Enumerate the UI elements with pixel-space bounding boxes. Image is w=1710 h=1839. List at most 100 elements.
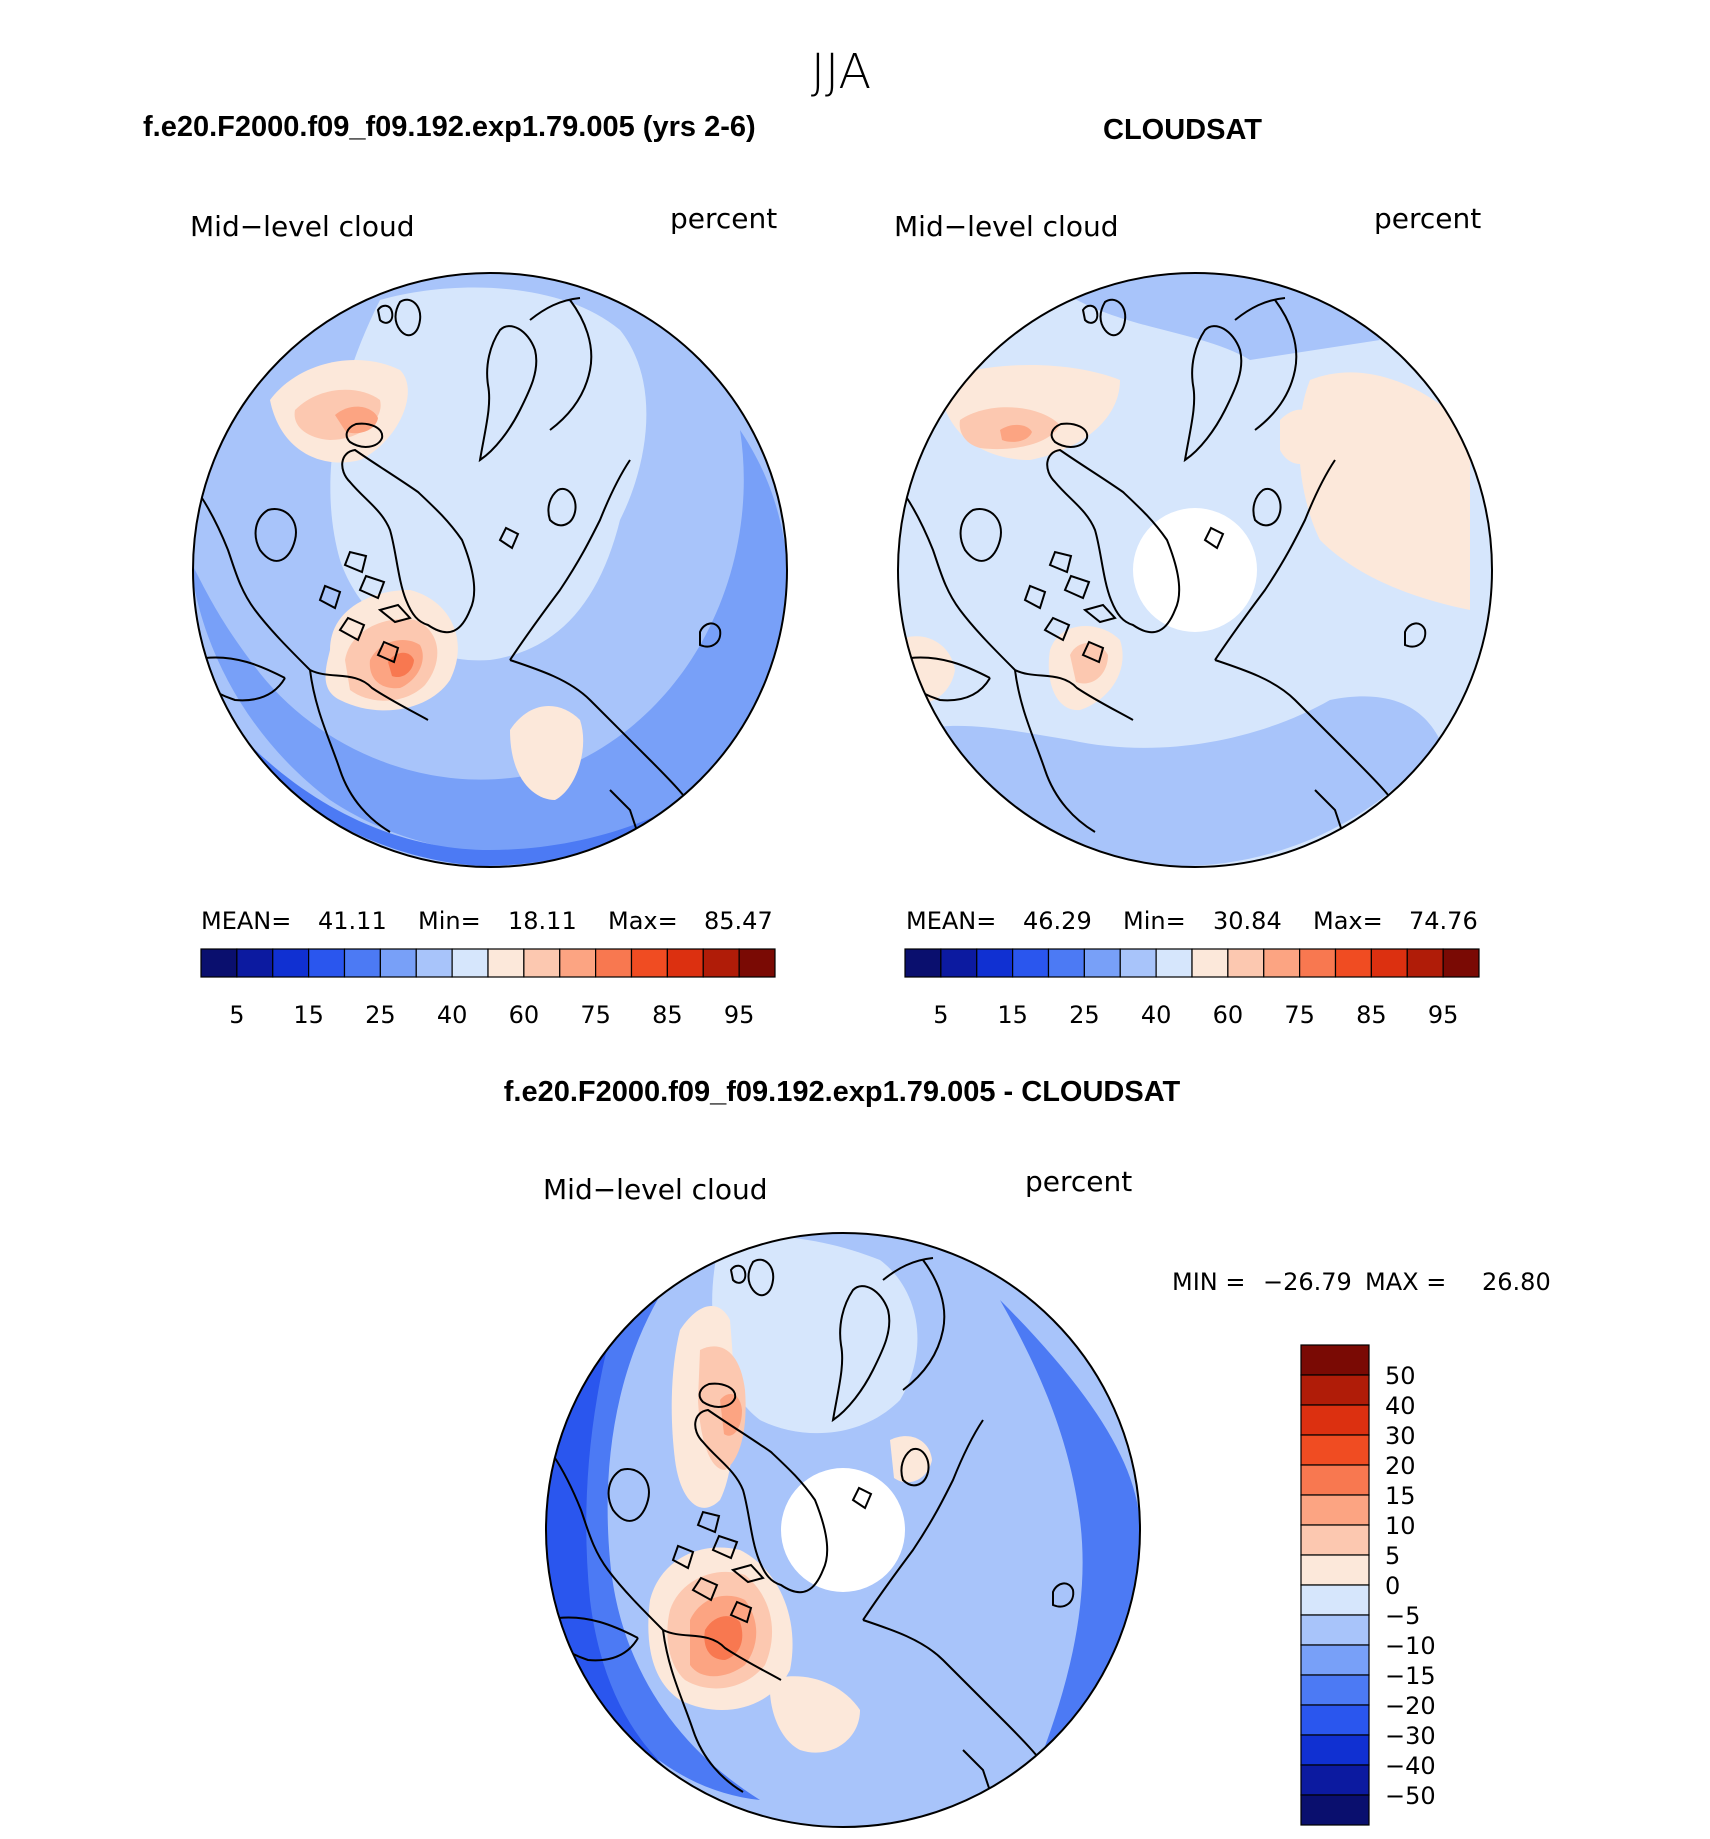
panel-obs-max-label: Max= bbox=[1313, 907, 1383, 935]
panel-obs: CLOUDSAT Mid−level cloud percent MEAN= 4… bbox=[894, 114, 1493, 1029]
colorbar-tick-label: 40 bbox=[1385, 1392, 1416, 1420]
contour-orange-arctic bbox=[720, 1394, 742, 1436]
panel-model-colorbar bbox=[200, 948, 776, 978]
panel-diff-map bbox=[546, 1233, 1140, 1827]
colorbar-tick-label: 85 bbox=[652, 1001, 683, 1029]
colorbar-tick-label: 20 bbox=[1385, 1452, 1416, 1480]
colorbar-swatch bbox=[1300, 1374, 1370, 1406]
colorbar-tick-label: 5 bbox=[229, 1001, 244, 1029]
panel-model-colorbar-labels: 5 15 25 40 60 75 85 95 bbox=[229, 1001, 754, 1029]
contour-red-orange-greenland bbox=[704, 1616, 743, 1660]
colorbar-tick-label: 15 bbox=[1385, 1482, 1416, 1510]
colorbar-tick-label: −30 bbox=[1385, 1722, 1436, 1750]
panel-obs-map-border bbox=[897, 272, 1493, 868]
panel-model-mean-label: MEAN= bbox=[201, 907, 291, 935]
colorbar-swatch bbox=[1300, 1674, 1370, 1706]
colorbar-swatch bbox=[1300, 1494, 1370, 1526]
polar-data-gap bbox=[1133, 508, 1257, 632]
colorbar-tick-label: 15 bbox=[997, 1001, 1028, 1029]
panel-obs-header: CLOUDSAT bbox=[1103, 114, 1262, 146]
contour-orange-north bbox=[335, 406, 378, 434]
panel-model-map-border bbox=[192, 272, 788, 868]
colorbar-tick-label: 30 bbox=[1385, 1422, 1416, 1450]
colorbar-swatch bbox=[1300, 1734, 1370, 1766]
colorbar-swatch bbox=[1334, 948, 1372, 978]
colorbar-swatch bbox=[940, 948, 978, 978]
colorbar-tick-label: −20 bbox=[1385, 1692, 1436, 1720]
colorbar-swatch bbox=[1227, 948, 1265, 978]
colorbar-swatch bbox=[904, 948, 942, 978]
colorbar-tick-label: 0 bbox=[1385, 1572, 1400, 1600]
panel-obs-min-value: 30.84 bbox=[1213, 907, 1282, 935]
panel-obs-min-label: Min= bbox=[1123, 907, 1186, 935]
panel-diff: f.e20.F2000.f09_f09.192.exp1.79.005 - CL… bbox=[504, 1076, 1551, 1828]
colorbar-tick-label: 5 bbox=[1385, 1542, 1400, 1570]
colorbar-tick-label: −15 bbox=[1385, 1662, 1436, 1690]
colorbar-tick-label: −10 bbox=[1385, 1632, 1436, 1660]
colorbar-swatch bbox=[1300, 1704, 1370, 1736]
colorbar-swatch bbox=[1300, 1644, 1370, 1676]
colorbar-swatch bbox=[1300, 1344, 1370, 1376]
colorbar-swatch bbox=[1442, 948, 1480, 978]
colorbar-swatch bbox=[738, 948, 776, 978]
panel-obs-max-value: 74.76 bbox=[1409, 907, 1478, 935]
colorbar-swatch bbox=[1012, 948, 1050, 978]
panel-diff-map-border bbox=[545, 1232, 1141, 1828]
colorbar-swatch bbox=[236, 948, 274, 978]
colorbar-tick-label: 25 bbox=[1069, 1001, 1100, 1029]
panel-diff-max-label: MAX = bbox=[1365, 1268, 1446, 1296]
colorbar-tick-label: 95 bbox=[1428, 1001, 1459, 1029]
colorbar-tick-label: 5 bbox=[933, 1001, 948, 1029]
colorbar-swatch bbox=[415, 948, 453, 978]
colorbar-swatch bbox=[976, 948, 1014, 978]
panel-model-min-value: 18.11 bbox=[508, 907, 577, 935]
colorbar-swatch bbox=[1406, 948, 1444, 978]
contour-pale-orange-atlantic bbox=[769, 1676, 860, 1753]
colorbar-swatch bbox=[451, 948, 489, 978]
colorbar-swatch bbox=[1155, 948, 1193, 978]
panel-model-header: f.e20.F2000.f09_f09.192.exp1.79.005 (yrs… bbox=[143, 111, 756, 143]
colorbar-swatch bbox=[379, 948, 417, 978]
colorbar-swatch bbox=[1299, 948, 1337, 978]
colorbar-swatch bbox=[308, 948, 346, 978]
colorbar-swatch bbox=[630, 948, 668, 978]
contour-pale-orange-scandinavia bbox=[510, 706, 584, 800]
colorbar-tick-label: 40 bbox=[1141, 1001, 1172, 1029]
colorbar-swatch bbox=[1047, 948, 1085, 978]
colorbar-tick-label: 10 bbox=[1385, 1512, 1416, 1540]
colorbar-tick-label: 85 bbox=[1356, 1001, 1387, 1029]
colorbar-swatch bbox=[272, 948, 310, 978]
colorbar-swatch bbox=[702, 948, 740, 978]
contour-deep-blue-west bbox=[546, 1300, 680, 1780]
colorbar-swatch bbox=[595, 948, 633, 978]
colorbar-tick-label: 25 bbox=[365, 1001, 396, 1029]
panel-diff-max-value: 26.80 bbox=[1482, 1268, 1551, 1296]
panel-model-units-label: percent bbox=[670, 202, 777, 235]
panel-diff-header: f.e20.F2000.f09_f09.192.exp1.79.005 - CL… bbox=[504, 1076, 1181, 1108]
panel-obs-colorbar-labels: 5 15 25 40 60 75 85 95 bbox=[933, 1001, 1458, 1029]
contour-pale-orange-pacific bbox=[1280, 409, 1320, 464]
colorbar-tick-label: 75 bbox=[1284, 1001, 1315, 1029]
colorbar-tick-label: 40 bbox=[437, 1001, 468, 1029]
panel-model-map bbox=[193, 273, 787, 867]
polar-data-gap bbox=[781, 1468, 905, 1592]
colorbar-tick-label: −40 bbox=[1385, 1752, 1436, 1780]
colorbar-tick-label: −5 bbox=[1385, 1602, 1420, 1630]
panel-model-variable-label: Mid−level cloud bbox=[190, 210, 414, 243]
contour-light-blue-south bbox=[920, 696, 1440, 866]
colorbar-tick-label: 95 bbox=[724, 1001, 755, 1029]
colorbar-swatch bbox=[487, 948, 525, 978]
colorbar-swatch bbox=[1370, 948, 1408, 978]
contour-pale-blue bbox=[330, 287, 647, 661]
colorbar-swatch bbox=[559, 948, 597, 978]
panel-diff-colorbar bbox=[1300, 1344, 1370, 1826]
colorbar-swatch bbox=[1263, 948, 1301, 978]
panel-diff-min-value: −26.79 bbox=[1263, 1268, 1352, 1296]
season-title: JJA bbox=[811, 44, 871, 100]
contour-orange-north bbox=[1000, 424, 1032, 442]
colorbar-swatch bbox=[1300, 1764, 1370, 1796]
contour-light-orange-greenland bbox=[1070, 642, 1108, 684]
colorbar-swatch bbox=[1300, 1524, 1370, 1556]
colorbar-swatch bbox=[1300, 1794, 1370, 1826]
